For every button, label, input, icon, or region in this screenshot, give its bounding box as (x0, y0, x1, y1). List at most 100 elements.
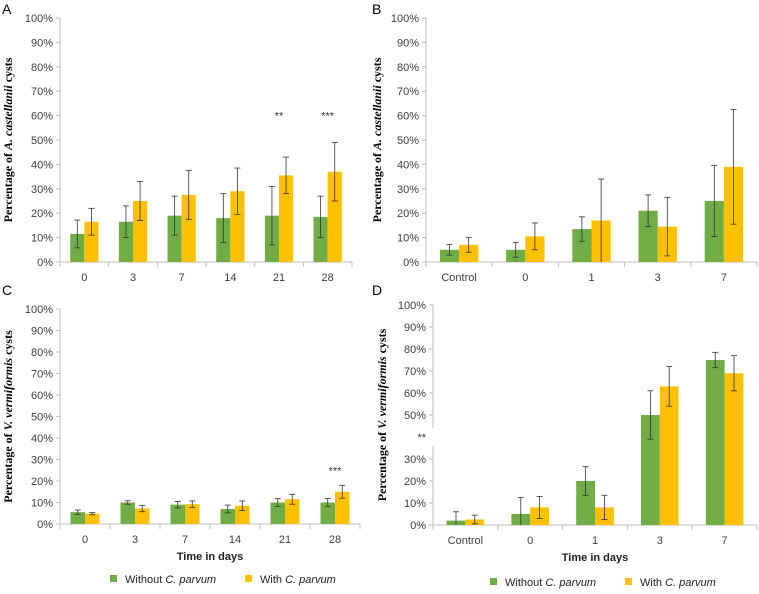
y-tick-label: 100% (391, 13, 419, 25)
x-tick-label: 28 (329, 534, 341, 546)
x-tick-label: 7 (721, 272, 727, 284)
y-tick-label: 60% (404, 388, 426, 400)
legend-prefix: With (260, 574, 285, 586)
y-axis-title-suffix: cysts (370, 57, 384, 85)
y-axis-title-species: A. castellanii (1, 85, 15, 151)
y-axis-title-prefix: Percentage of (1, 430, 15, 502)
x-tick-label: 7 (722, 535, 728, 547)
y-tick-label: 20% (404, 476, 426, 488)
panel-label: D (372, 282, 382, 298)
bar-with (135, 508, 150, 524)
bar-with (230, 191, 245, 262)
y-axis-title-suffix: cysts (1, 330, 15, 358)
legend-swatch-with (625, 578, 632, 585)
y-tick-label: 0% (403, 257, 419, 269)
y-tick-label: 100% (25, 13, 53, 25)
bar-with (185, 504, 200, 524)
x-tick-label: Control (448, 535, 483, 547)
panel-d: D 0% 10% 20% 30% ** 50% 60% 70% 80% 90% 100% Control… (372, 282, 758, 564)
bar-with (327, 171, 342, 262)
legend-swatch-without (490, 578, 497, 585)
significance-marker: ** (275, 111, 284, 123)
x-tick-label: 14 (229, 534, 241, 546)
bar-with (85, 513, 100, 524)
y-tick-label: 10% (404, 498, 426, 510)
x-tick-label: 14 (224, 272, 236, 284)
bar-with (285, 499, 300, 524)
y-axis-title-species: V. vermiformis (1, 358, 15, 431)
y-tick-label: 60% (31, 111, 53, 123)
x-tick-label: 0 (522, 272, 528, 284)
bar-with (181, 194, 196, 262)
y-tick-label: 10% (397, 233, 419, 245)
x-tick-label: 0 (81, 272, 87, 284)
x-tick-label: 3 (657, 535, 663, 547)
panel-a: A 0% 10% 20% 30% 40% 50% 60% 70% 80% 90% 100% 0 3 7 14 2… (1, 1, 353, 284)
bar-without (572, 229, 592, 262)
y-axis-title-species: A. castellanii (370, 85, 384, 151)
bar-without (70, 512, 85, 524)
y-axis-title-suffix: cysts (375, 328, 389, 356)
x-tick-label: 0 (527, 535, 533, 547)
y-tick-label: 20% (397, 208, 419, 220)
y-tick-label: 30% (31, 184, 53, 196)
legend-prefix: Without (125, 574, 165, 586)
y-tick-label: 0% (37, 519, 53, 531)
y-tick-label: 100% (398, 300, 426, 312)
y-tick-label: 60% (31, 390, 53, 402)
y-tick-label: 90% (397, 37, 419, 49)
x-tick-label: 21 (273, 272, 285, 284)
y-axis-title: Percentage of V. vermiformis cysts (1, 330, 15, 503)
y-tick-label: 100% (25, 304, 53, 316)
x-tick-label: 1 (592, 535, 598, 547)
y-axis-title-species: V. vermiformis (375, 356, 389, 429)
bar-without (641, 415, 660, 525)
bar-without (313, 216, 328, 262)
y-axis-title-prefix: Percentage of (370, 150, 384, 222)
bar-with (459, 244, 479, 262)
bar-with (235, 505, 250, 524)
bar-without (270, 502, 285, 524)
legend-prefix: Without (505, 577, 545, 589)
y-tick-label: 0% (37, 257, 53, 269)
legend: Without C. parvum With C. parvum (110, 574, 336, 586)
bar-with (84, 221, 99, 262)
y-tick-label: 80% (31, 62, 53, 74)
bar-with (659, 386, 679, 525)
bar-without (118, 221, 133, 262)
y-tick-label: 70% (397, 86, 419, 98)
panel-c: C 0% 10% 20% 30% 40% 50% 60% 70% 80% 90% 100% 0 3 7 14 2… (1, 282, 361, 563)
legend-species: C. parvum (285, 574, 336, 586)
y-tick-label: 20% (31, 208, 53, 220)
bar-without (638, 210, 658, 262)
x-tick-label: 3 (130, 272, 136, 284)
legend-label-without: Without C. parvum (125, 574, 216, 586)
y-axis-title-prefix: Percentage of (1, 150, 15, 222)
bar-without (320, 502, 335, 524)
y-tick-label: 90% (31, 37, 53, 49)
x-axis-title: Time in days (177, 551, 243, 563)
x-tick-label: 1 (588, 272, 594, 284)
x-tick-label: 0 (82, 534, 88, 546)
bar-without (167, 215, 182, 262)
bar-with (133, 201, 148, 262)
legend-label-with: With C. parvum (260, 574, 336, 586)
y-tick-label: 30% (397, 184, 419, 196)
legend-species: C. parvum (165, 574, 216, 586)
y-tick-label: 90% (31, 326, 53, 338)
y-tick-label: 80% (397, 62, 419, 74)
significance-marker: *** (321, 111, 335, 123)
y-tick-label: 10% (31, 498, 53, 510)
legend-species: C. parvum (545, 577, 596, 589)
panel-label: A (2, 1, 12, 17)
y-tick-label: 40% (31, 159, 53, 171)
x-tick-label: 7 (182, 534, 188, 546)
y-tick-label: 40% (397, 159, 419, 171)
bar-without (576, 481, 595, 525)
bar-with (724, 373, 744, 525)
bar-without (170, 504, 185, 524)
y-axis-title: Percentage of A. castellanii cysts (1, 57, 15, 222)
legend: Without C. parvum With C. parvum (490, 577, 716, 589)
